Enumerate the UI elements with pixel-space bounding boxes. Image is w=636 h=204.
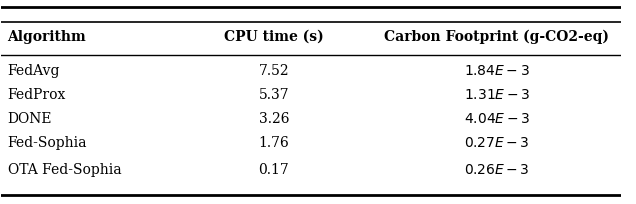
Text: $4.04\mathit{E} - 3$: $4.04\mathit{E} - 3$ [464, 112, 530, 126]
Text: 7.52: 7.52 [259, 64, 289, 78]
Text: FedAvg: FedAvg [8, 64, 60, 78]
Text: OTA Fed-Sophia: OTA Fed-Sophia [8, 163, 121, 177]
Text: Fed-Sophia: Fed-Sophia [8, 136, 87, 150]
Text: $0.26\mathit{E} - 3$: $0.26\mathit{E} - 3$ [464, 163, 530, 177]
Text: 0.17: 0.17 [258, 163, 289, 177]
Text: $0.27\mathit{E} - 3$: $0.27\mathit{E} - 3$ [464, 136, 530, 150]
Text: 5.37: 5.37 [259, 88, 289, 102]
Text: 1.76: 1.76 [258, 136, 289, 150]
Text: Carbon Footprint (g-CO2-eq): Carbon Footprint (g-CO2-eq) [384, 29, 609, 44]
Text: DONE: DONE [8, 112, 52, 126]
Text: $1.84\mathit{E} - 3$: $1.84\mathit{E} - 3$ [464, 64, 530, 78]
Text: FedProx: FedProx [8, 88, 66, 102]
Text: CPU time (s): CPU time (s) [224, 30, 324, 44]
Text: 3.26: 3.26 [259, 112, 289, 126]
Text: $1.31\mathit{E} - 3$: $1.31\mathit{E} - 3$ [464, 88, 530, 102]
Text: Algorithm: Algorithm [8, 30, 86, 44]
